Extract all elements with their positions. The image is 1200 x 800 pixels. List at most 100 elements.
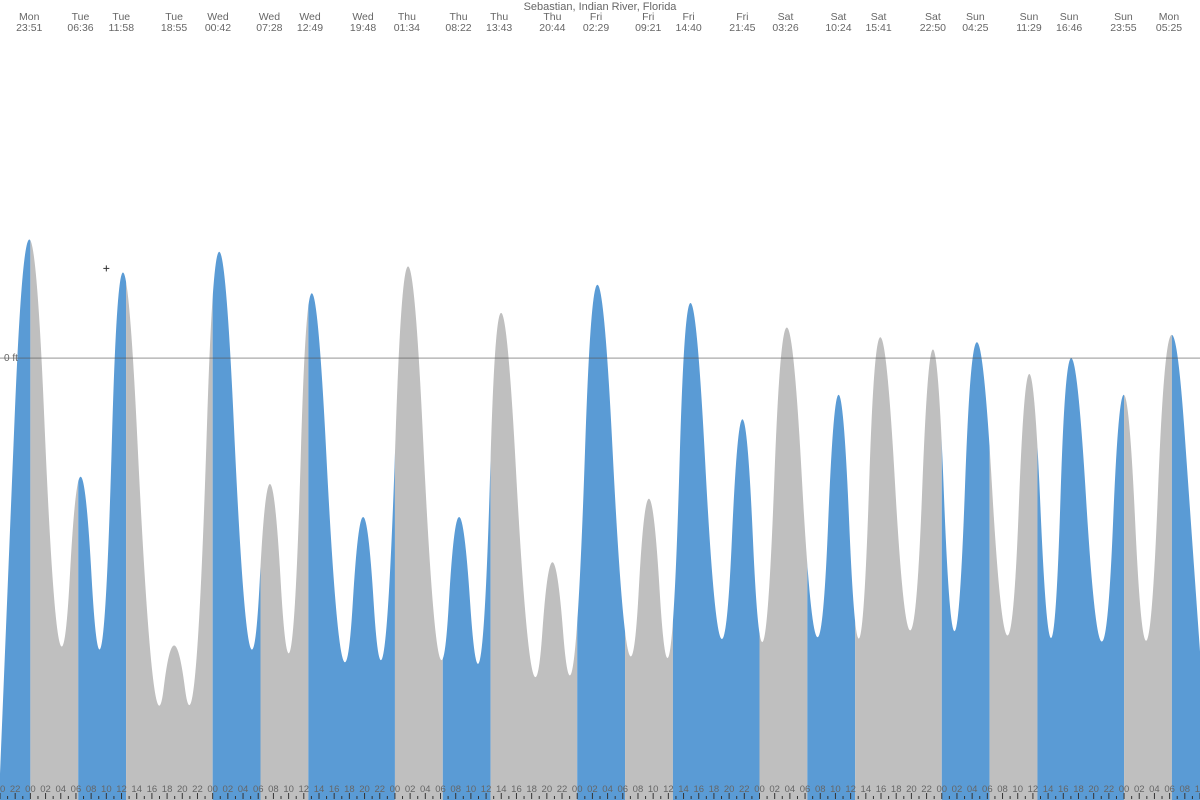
header-time: 18:55 (161, 22, 187, 34)
x-tick-label: 06 (71, 784, 82, 795)
x-tick-label: 22 (739, 784, 750, 795)
x-tick-label: 12 (299, 784, 310, 795)
x-tick-label: 10 (101, 784, 112, 795)
x-tick-label: 04 (967, 784, 978, 795)
header-time: 15:41 (865, 22, 891, 34)
header-time: 07:28 (256, 22, 282, 34)
x-tick-label: 20 (1088, 784, 1099, 795)
x-tick-label: 14 (1043, 784, 1054, 795)
header-time: 22:50 (920, 22, 946, 34)
x-tick-label: 10 (283, 784, 294, 795)
header-time: 11:29 (1016, 22, 1042, 34)
x-tick-label: 18 (526, 784, 537, 795)
x-tick-label: 20 (359, 784, 370, 795)
x-tick-label: 02 (587, 784, 598, 795)
x-tick-label: 18 (709, 784, 720, 795)
header-time: 04:25 (962, 22, 988, 34)
header-time: 19:48 (350, 22, 376, 34)
x-tick-label: 08 (997, 784, 1008, 795)
header-time: 23:51 (16, 22, 42, 34)
x-tick-label: 08 (450, 784, 461, 795)
x-tick-label: 06 (253, 784, 264, 795)
x-tick-label: 22 (374, 784, 385, 795)
x-tick-label: 16 (693, 784, 704, 795)
x-tick-label: 06 (617, 784, 628, 795)
header-time: 21:45 (729, 22, 755, 34)
x-tick-label: 18 (344, 784, 355, 795)
x-tick-label: 08 (633, 784, 644, 795)
header-time: 12:49 (297, 22, 323, 34)
x-tick-label: 20 (177, 784, 188, 795)
x-tick-label: 08 (815, 784, 826, 795)
x-tick-label: 02 (1134, 784, 1145, 795)
x-tick-label: 12 (481, 784, 492, 795)
x-tick-label: 00 (936, 784, 947, 795)
x-tick-label: 02 (952, 784, 963, 795)
x-tick-label: 18 (891, 784, 902, 795)
zero-label: 0 ft (4, 353, 18, 364)
x-tick-label: 20 (0, 784, 5, 795)
header-time: 05:25 (1156, 22, 1182, 34)
x-tick-label: 08 (86, 784, 97, 795)
x-tick-label: 22 (1104, 784, 1115, 795)
x-tick-label: 02 (40, 784, 51, 795)
x-tick-label: 22 (10, 784, 21, 795)
header-time: 20:44 (539, 22, 565, 34)
header-time: 08:22 (445, 22, 471, 34)
x-tick-label: 00 (390, 784, 401, 795)
x-tick-label: 10 (648, 784, 659, 795)
x-tick-label: 04 (55, 784, 66, 795)
x-tick-label: 14 (861, 784, 872, 795)
x-tick-label: 02 (769, 784, 780, 795)
x-tick-label: 18 (1073, 784, 1084, 795)
x-tick-label: 04 (1149, 784, 1160, 795)
x-tick-label: 04 (602, 784, 613, 795)
x-tick-label: 14 (496, 784, 507, 795)
x-tick-label: 16 (329, 784, 340, 795)
tide-chart: 0 ftSebastian, Indian River, FloridaMon2… (0, 0, 1200, 800)
x-tick-label: 06 (982, 784, 993, 795)
x-tick-label: 04 (420, 784, 431, 795)
x-tick-label: 10 (830, 784, 841, 795)
header-time: 14:40 (675, 22, 701, 34)
header-time: 09:21 (635, 22, 661, 34)
x-tick-label: 14 (314, 784, 325, 795)
header-time: 13:43 (486, 22, 512, 34)
x-tick-label: 14 (678, 784, 689, 795)
x-tick-label: 12 (845, 784, 856, 795)
x-tick-label: 02 (223, 784, 234, 795)
header-time: 16:46 (1056, 22, 1082, 34)
header-time: 06:36 (67, 22, 93, 34)
x-tick-label: 10 (1195, 784, 1200, 795)
header-time: 00:42 (205, 22, 231, 34)
x-tick-label: 00 (207, 784, 218, 795)
header-time: 02:29 (583, 22, 609, 34)
header-time: 03:26 (772, 22, 798, 34)
x-tick-label: 12 (116, 784, 127, 795)
x-tick-label: 08 (1180, 784, 1191, 795)
x-tick-label: 10 (466, 784, 477, 795)
x-tick-label: 20 (906, 784, 917, 795)
x-tick-label: 22 (921, 784, 932, 795)
x-tick-label: 20 (724, 784, 735, 795)
x-tick-label: 06 (435, 784, 446, 795)
x-tick-label: 04 (238, 784, 249, 795)
x-tick-label: 22 (557, 784, 568, 795)
x-tick-label: 00 (754, 784, 765, 795)
header-time: 01:34 (394, 22, 420, 34)
header-time: 23:55 (1110, 22, 1136, 34)
x-tick-label: 08 (268, 784, 279, 795)
x-tick-label: 14 (131, 784, 142, 795)
x-tick-label: 22 (192, 784, 203, 795)
x-tick-label: 06 (1164, 784, 1175, 795)
x-tick-label: 12 (663, 784, 674, 795)
x-tick-label: 16 (1058, 784, 1069, 795)
x-tick-label: 00 (1119, 784, 1130, 795)
x-tick-label: 16 (876, 784, 887, 795)
x-tick-label: 06 (800, 784, 811, 795)
x-tick-label: 12 (1028, 784, 1039, 795)
x-tick-label: 00 (25, 784, 36, 795)
x-tick-label: 20 (542, 784, 553, 795)
x-tick-label: 16 (147, 784, 158, 795)
x-tick-label: 16 (511, 784, 522, 795)
